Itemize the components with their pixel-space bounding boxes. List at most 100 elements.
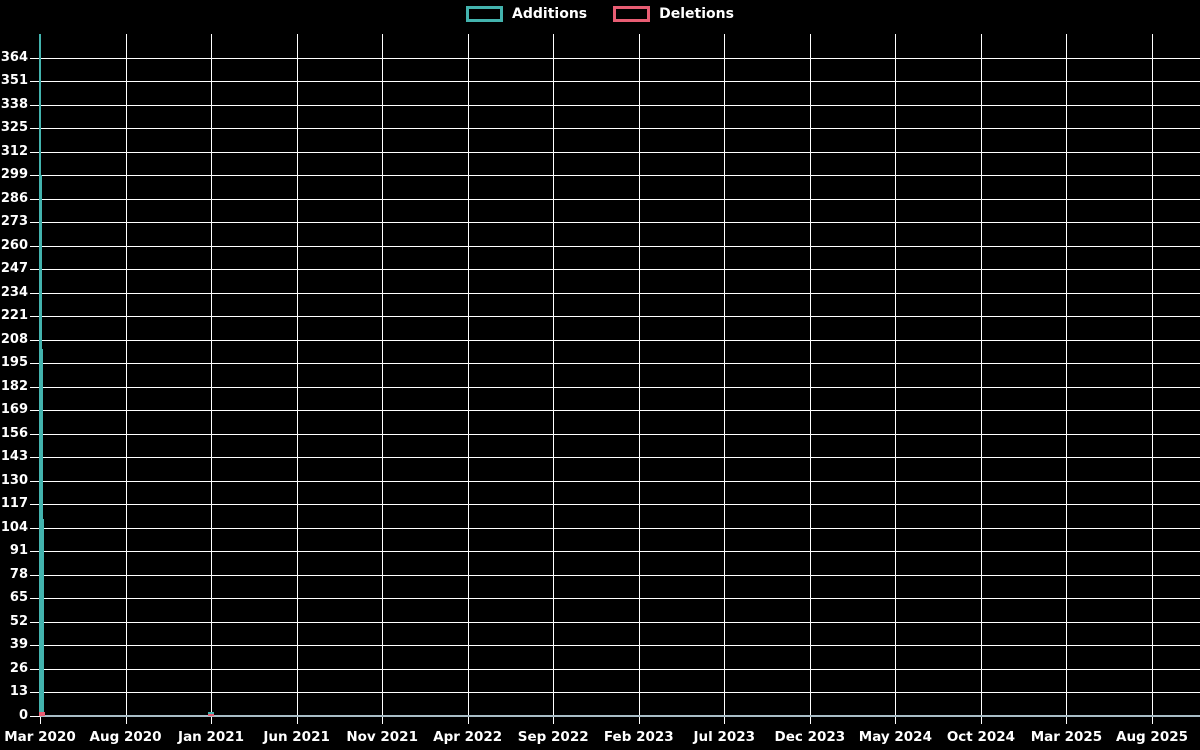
y-tick-mark bbox=[30, 480, 40, 482]
gridline-horizontal bbox=[30, 363, 1200, 365]
y-tick-label: 208 bbox=[0, 331, 28, 347]
deletions-spike bbox=[208, 714, 215, 716]
y-tick-label: 26 bbox=[9, 660, 28, 676]
y-tick-mark bbox=[30, 716, 40, 717]
y-tick-mark bbox=[30, 222, 40, 224]
legend-label-deletions: Deletions bbox=[659, 6, 734, 22]
x-tick-label: Nov 2021 bbox=[346, 729, 418, 745]
x-tick-label: Jan 2021 bbox=[178, 729, 245, 745]
y-tick-label: 39 bbox=[9, 637, 28, 653]
gridline-horizontal bbox=[30, 339, 1200, 341]
x-tick-label: Jun 2021 bbox=[263, 729, 330, 745]
gridline-vertical bbox=[296, 34, 298, 724]
gridline-horizontal bbox=[30, 527, 1200, 529]
x-axis-labels: Mar 2020 Aug 2020 Jan 2021 Jun 2021 Nov 2021… bbox=[4, 34, 1200, 750]
gridline-vertical bbox=[895, 34, 897, 724]
y-tick-label: 130 bbox=[0, 472, 28, 488]
y-tick-mark bbox=[30, 104, 40, 106]
y-tick-mark bbox=[30, 316, 40, 318]
y-tick-label: 65 bbox=[9, 590, 28, 606]
gridline-vertical bbox=[467, 34, 469, 724]
deletions-spike bbox=[39, 712, 45, 716]
x-tick-label: Oct 2024 bbox=[946, 729, 1016, 745]
chart-legend: Additions Deletions bbox=[0, 6, 1200, 22]
additions-swatch-icon bbox=[466, 6, 504, 22]
gridline-horizontal bbox=[30, 198, 1200, 200]
gridline-horizontal bbox=[30, 128, 1200, 130]
y-tick-mark bbox=[30, 551, 40, 553]
y-tick-label: 104 bbox=[0, 519, 28, 535]
x-tick-label: Mar 2025 bbox=[1030, 729, 1103, 745]
y-tick-mark bbox=[30, 692, 40, 694]
y-tick-label: 234 bbox=[0, 284, 28, 300]
zero-baseline bbox=[40, 715, 1200, 717]
y-tick-label: 52 bbox=[9, 613, 28, 629]
gridline-horizontal bbox=[30, 410, 1200, 412]
y-tick-label: 299 bbox=[0, 167, 28, 183]
gridline-vertical bbox=[724, 34, 726, 724]
gridline-horizontal bbox=[30, 551, 1200, 553]
y-tick-label: 195 bbox=[0, 355, 28, 371]
gridline-vertical bbox=[553, 34, 555, 724]
y-tick-mark bbox=[30, 128, 40, 130]
gridline-horizontal bbox=[30, 151, 1200, 153]
gridline-vertical bbox=[638, 34, 640, 724]
gridline-vertical bbox=[382, 34, 384, 724]
y-tick-label: 260 bbox=[0, 237, 28, 253]
legend-item-deletions[interactable]: Deletions bbox=[613, 6, 734, 22]
y-tick-label: 247 bbox=[0, 261, 28, 277]
y-tick-mark bbox=[30, 81, 40, 83]
x-tick-label: Dec 2023 bbox=[774, 729, 846, 745]
gridline-vertical bbox=[980, 34, 982, 724]
gridline-horizontal bbox=[30, 316, 1200, 318]
y-tick-label: 325 bbox=[0, 120, 28, 136]
y-tick-label: 312 bbox=[0, 143, 28, 159]
gridline-horizontal bbox=[30, 598, 1200, 600]
x-tick-label: Feb 2023 bbox=[603, 729, 674, 745]
y-tick-mark bbox=[30, 527, 40, 529]
legend-item-additions[interactable]: Additions bbox=[466, 6, 587, 22]
y-tick-label: 156 bbox=[0, 425, 28, 441]
gridline-horizontal bbox=[30, 245, 1200, 247]
x-tick-label: Aug 2020 bbox=[89, 729, 162, 745]
deletions-swatch-icon bbox=[613, 6, 651, 22]
y-tick-label: 78 bbox=[9, 566, 28, 582]
y-tick-label: 143 bbox=[0, 449, 28, 465]
gridline-horizontal bbox=[30, 692, 1200, 694]
y-tick-mark bbox=[30, 57, 40, 59]
y-tick-mark bbox=[30, 598, 40, 600]
x-tick-label: Aug 2025 bbox=[1116, 729, 1188, 745]
x-tick-label: Apr 2022 bbox=[433, 729, 503, 745]
plot-area[interactable] bbox=[30, 34, 1200, 724]
gridline-vertical bbox=[1152, 34, 1153, 724]
gridline-horizontal bbox=[30, 480, 1200, 482]
y-tick-label: 0 bbox=[18, 708, 28, 723]
y-tick-mark bbox=[30, 175, 40, 177]
gridline-horizontal bbox=[30, 269, 1200, 271]
y-tick-label: 13 bbox=[9, 684, 28, 700]
x-tick-label: Jul 2023 bbox=[693, 729, 756, 745]
y-tick-label: 351 bbox=[0, 73, 28, 89]
y-tick-mark bbox=[30, 292, 40, 294]
y-tick-label: 273 bbox=[0, 214, 28, 230]
gridline-horizontal bbox=[30, 175, 1200, 177]
y-tick-mark bbox=[30, 668, 40, 670]
gridline-horizontal bbox=[30, 292, 1200, 294]
y-tick-label: 364 bbox=[0, 49, 28, 65]
gridline-horizontal bbox=[30, 504, 1200, 506]
y-tick-mark bbox=[30, 339, 40, 341]
y-tick-label: 117 bbox=[0, 496, 28, 512]
y-tick-mark bbox=[30, 645, 40, 647]
y-tick-mark bbox=[30, 621, 40, 623]
y-tick-mark bbox=[30, 574, 40, 576]
y-tick-label: 338 bbox=[0, 96, 28, 112]
gridline-vertical bbox=[211, 34, 213, 724]
gridline-horizontal bbox=[30, 222, 1200, 224]
y-tick-label: 286 bbox=[0, 190, 28, 206]
additions-spike bbox=[41, 518, 44, 716]
additions-spike bbox=[208, 712, 215, 716]
legend-label-additions: Additions bbox=[512, 6, 588, 22]
y-tick-mark bbox=[30, 198, 40, 200]
y-tick-mark bbox=[30, 410, 40, 412]
